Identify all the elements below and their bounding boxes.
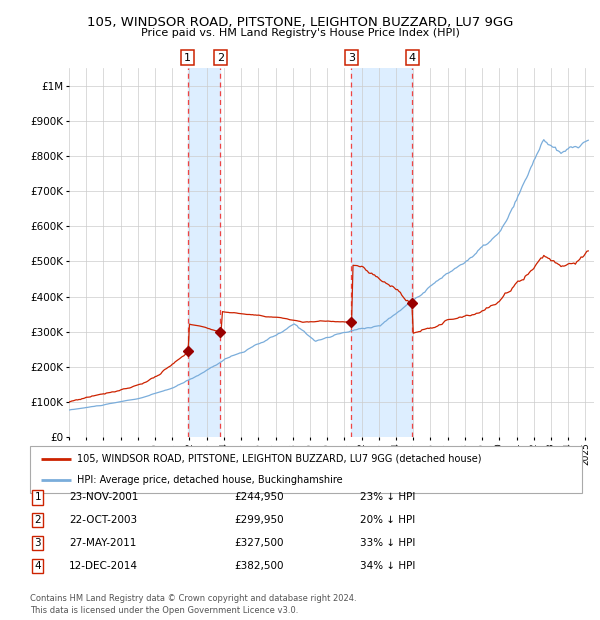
Text: 105, WINDSOR ROAD, PITSTONE, LEIGHTON BUZZARD, LU7 9GG (detached house): 105, WINDSOR ROAD, PITSTONE, LEIGHTON BU… <box>77 454 481 464</box>
Text: 3: 3 <box>34 538 41 548</box>
Text: 4: 4 <box>34 561 41 571</box>
Text: 27-MAY-2011: 27-MAY-2011 <box>69 538 136 548</box>
Text: £244,950: £244,950 <box>234 492 284 502</box>
Text: 1: 1 <box>184 53 191 63</box>
Text: Contains HM Land Registry data © Crown copyright and database right 2024.
This d: Contains HM Land Registry data © Crown c… <box>30 594 356 615</box>
Text: 33% ↓ HPI: 33% ↓ HPI <box>360 538 415 548</box>
Text: HPI: Average price, detached house, Buckinghamshire: HPI: Average price, detached house, Buck… <box>77 476 343 485</box>
Text: 22-OCT-2003: 22-OCT-2003 <box>69 515 137 525</box>
Text: 4: 4 <box>409 53 416 63</box>
Bar <box>188 68 220 437</box>
Text: 12-DEC-2014: 12-DEC-2014 <box>69 561 138 571</box>
Text: 2: 2 <box>217 53 224 63</box>
Text: £382,500: £382,500 <box>234 561 284 571</box>
Text: 20% ↓ HPI: 20% ↓ HPI <box>360 515 415 525</box>
Text: 105, WINDSOR ROAD, PITSTONE, LEIGHTON BUZZARD, LU7 9GG: 105, WINDSOR ROAD, PITSTONE, LEIGHTON BU… <box>87 16 513 29</box>
Text: Price paid vs. HM Land Registry's House Price Index (HPI): Price paid vs. HM Land Registry's House … <box>140 28 460 38</box>
Text: 23% ↓ HPI: 23% ↓ HPI <box>360 492 415 502</box>
Text: £327,500: £327,500 <box>234 538 284 548</box>
Text: 23-NOV-2001: 23-NOV-2001 <box>69 492 139 502</box>
Text: 2: 2 <box>34 515 41 525</box>
Text: 34% ↓ HPI: 34% ↓ HPI <box>360 561 415 571</box>
Text: 3: 3 <box>348 53 355 63</box>
Bar <box>351 68 412 437</box>
Text: £299,950: £299,950 <box>234 515 284 525</box>
Text: 1: 1 <box>34 492 41 502</box>
